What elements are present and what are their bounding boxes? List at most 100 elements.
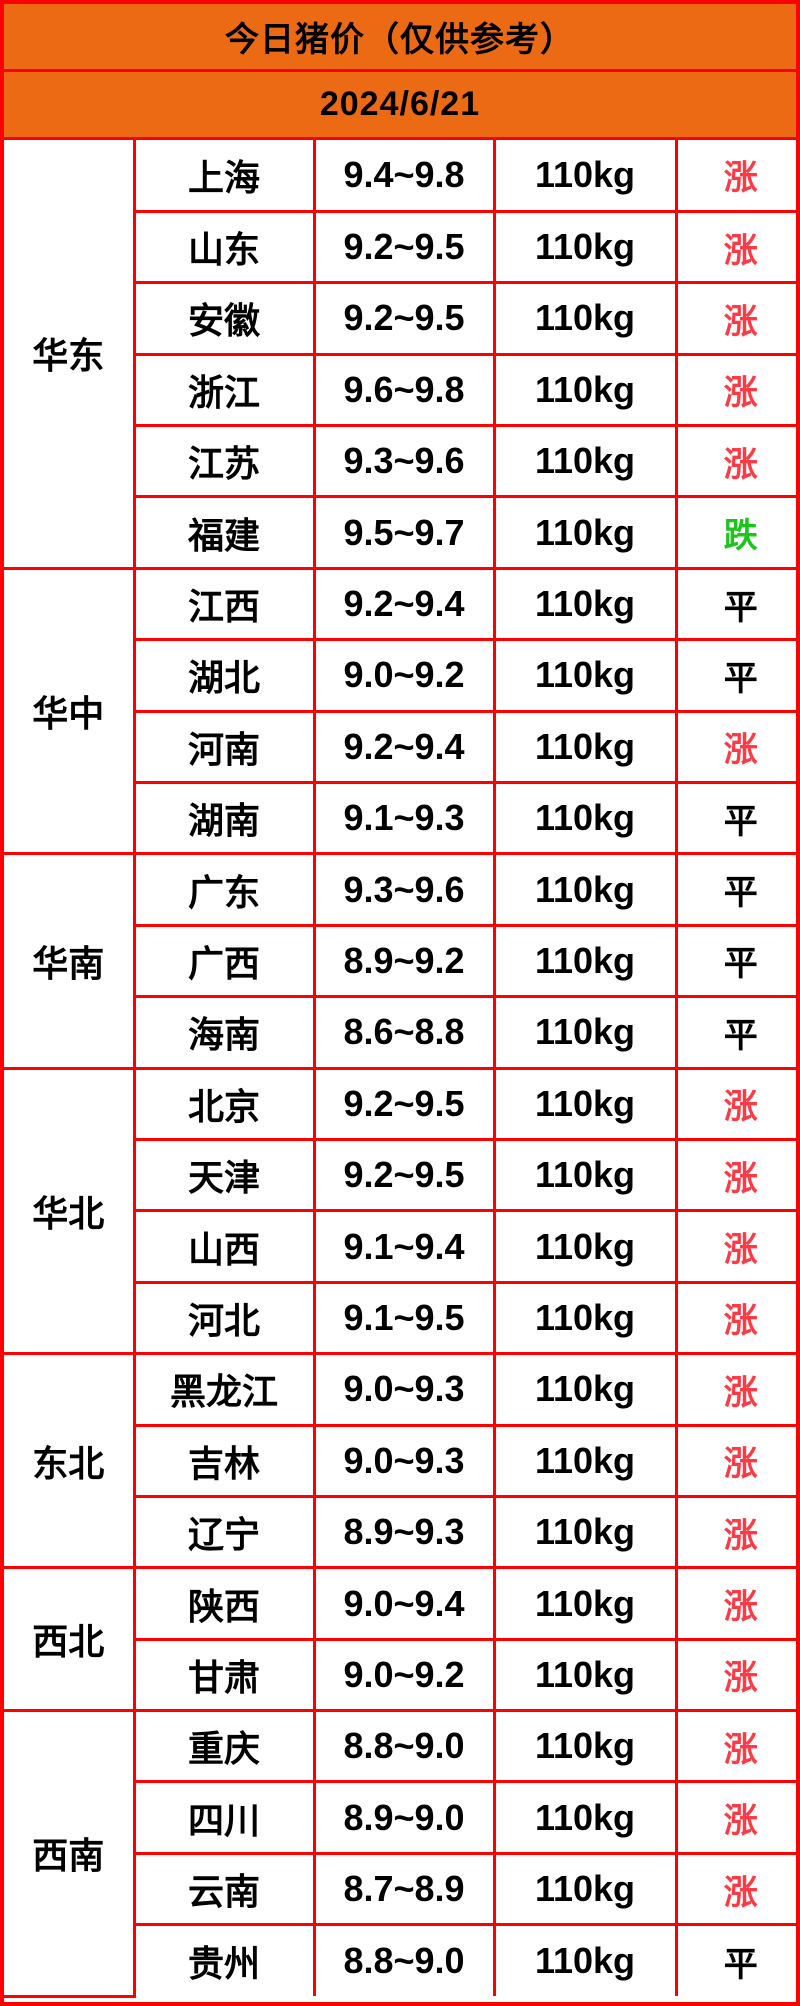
table-row: 天津 9.2~9.5 110kg 涨	[4, 1137, 796, 1213]
province-cell: 天津	[132, 1137, 316, 1213]
price-cell: 9.4~9.8	[312, 140, 496, 213]
price-cell: 9.2~9.5	[312, 281, 496, 356]
trend-cell: 涨	[674, 424, 796, 499]
weight-cell: 110kg	[492, 209, 678, 285]
page-title: 今日猪价（仅供参考）	[225, 21, 575, 59]
price-cell: 9.1~9.4	[312, 1209, 496, 1284]
province-cell: 广东	[132, 852, 316, 927]
price-cell: 9.2~9.5	[312, 1137, 496, 1213]
table-row: 山西 9.1~9.4 110kg 涨	[4, 1209, 796, 1284]
province-cell: 上海	[132, 140, 316, 213]
price-cell: 8.9~9.0	[312, 1780, 496, 1855]
trend-cell: 涨	[674, 140, 796, 213]
weight-cell: 110kg	[492, 781, 678, 856]
table-row: 贵州 8.8~9.0 110kg 平	[4, 1923, 796, 1997]
table-row: 西南 重庆 8.8~9.0 110kg 涨	[4, 1709, 796, 1998]
price-cell: 9.1~9.3	[312, 781, 496, 856]
province-cell: 辽宁	[132, 1494, 316, 1570]
province-cell: 甘肃	[132, 1637, 316, 1713]
province-cell: 河南	[132, 709, 316, 785]
table-row: 安徽 9.2~9.5 110kg 涨	[4, 281, 796, 356]
table-row: 河北 9.1~9.5 110kg 涨	[4, 1280, 796, 1356]
province-cell: 山东	[132, 209, 316, 285]
price-cell: 9.1~9.5	[312, 1280, 496, 1356]
trend-cell: 平	[674, 995, 796, 1070]
table-row: 辽宁 8.9~9.3 110kg 涨	[4, 1494, 796, 1570]
weight-cell: 110kg	[492, 1066, 678, 1141]
province-cell: 江苏	[132, 424, 316, 499]
trend-cell: 平	[674, 781, 796, 856]
date-bar: 2024/6/21	[4, 72, 796, 140]
province-cell: 湖南	[132, 781, 316, 856]
table-row: 云南 8.7~8.9 110kg 涨	[4, 1851, 796, 1927]
price-cell: 9.3~9.6	[312, 424, 496, 499]
price-cell: 9.0~9.4	[312, 1566, 496, 1641]
table-row: 华北 北京 9.2~9.5 110kg 涨	[4, 1066, 796, 1356]
weight-cell: 110kg	[492, 1851, 678, 1927]
price-cell: 9.3~9.6	[312, 852, 496, 927]
table-row: 华南 广东 9.3~9.6 110kg 平	[4, 852, 796, 1070]
province-cell: 黑龙江	[132, 1352, 316, 1427]
trend-cell: 涨	[674, 1494, 796, 1570]
weight-cell: 110kg	[492, 140, 678, 213]
date-label: 2024/6/21	[319, 85, 481, 123]
price-cell: 8.9~9.3	[312, 1494, 496, 1570]
weight-cell: 110kg	[492, 495, 678, 570]
table-row: 福建 9.5~9.7 110kg 跌	[4, 495, 796, 570]
weight-cell: 110kg	[492, 1923, 678, 1997]
region-cell: 西北	[4, 1566, 136, 1713]
region-cell: 华南	[4, 852, 136, 1070]
trend-cell: 涨	[674, 1137, 796, 1213]
province-cell: 陕西	[132, 1566, 316, 1641]
trend-cell: 涨	[674, 209, 796, 285]
trend-cell: 涨	[674, 1352, 796, 1427]
region-cell: 华北	[4, 1066, 136, 1356]
table-row: 河南 9.2~9.4 110kg 涨	[4, 709, 796, 785]
price-cell: 8.7~8.9	[312, 1851, 496, 1927]
province-cell: 浙江	[132, 352, 316, 428]
weight-cell: 110kg	[492, 352, 678, 428]
table-row: 浙江 9.6~9.8 110kg 涨	[4, 352, 796, 428]
province-cell: 山西	[132, 1209, 316, 1284]
weight-cell: 110kg	[492, 638, 678, 713]
price-table-body: 华东 上海 9.4~9.8 110kg 涨山东 9.2~9.5 110kg 涨安徽 9.2~9.…	[4, 140, 796, 1998]
price-cell: 9.5~9.7	[312, 495, 496, 570]
pig-price-table: 华东 上海 9.4~9.8 110kg 涨山东 9.2~9.5 110kg 涨安徽 9.2~9.…	[4, 140, 796, 1998]
price-cell: 9.2~9.5	[312, 1066, 496, 1141]
price-cell: 9.0~9.2	[312, 638, 496, 713]
province-cell: 湖北	[132, 638, 316, 713]
trend-cell: 平	[674, 566, 796, 642]
trend-cell: 涨	[674, 1851, 796, 1927]
province-cell: 海南	[132, 995, 316, 1070]
title-bar: 今日猪价（仅供参考）	[4, 4, 796, 72]
trend-cell: 平	[674, 923, 796, 999]
trend-cell: 涨	[674, 709, 796, 785]
price-cell: 8.6~8.8	[312, 995, 496, 1070]
province-cell: 北京	[132, 1066, 316, 1141]
province-cell: 安徽	[132, 281, 316, 356]
province-cell: 云南	[132, 1851, 316, 1927]
table-row: 甘肃 9.0~9.2 110kg 涨	[4, 1637, 796, 1713]
table-row: 湖北 9.0~9.2 110kg 平	[4, 638, 796, 713]
price-cell: 8.8~9.0	[312, 1709, 496, 1784]
price-cell: 9.0~9.3	[312, 1352, 496, 1427]
trend-cell: 平	[674, 852, 796, 927]
price-cell: 9.2~9.5	[312, 209, 496, 285]
province-cell: 江西	[132, 566, 316, 642]
price-cell: 9.2~9.4	[312, 566, 496, 642]
trend-cell: 涨	[674, 1709, 796, 1784]
table-row: 西北 陕西 9.0~9.4 110kg 涨	[4, 1566, 796, 1713]
weight-cell: 110kg	[492, 1209, 678, 1284]
weight-cell: 110kg	[492, 1780, 678, 1855]
weight-cell: 110kg	[492, 1709, 678, 1784]
price-cell: 9.0~9.2	[312, 1637, 496, 1713]
region-cell: 华东	[4, 140, 136, 570]
trend-cell: 平	[674, 1923, 796, 1997]
region-cell: 西南	[4, 1709, 136, 1998]
price-cell: 9.0~9.3	[312, 1423, 496, 1498]
price-cell: 8.9~9.2	[312, 923, 496, 999]
weight-cell: 110kg	[492, 1137, 678, 1213]
weight-cell: 110kg	[492, 1637, 678, 1713]
trend-cell: 涨	[674, 1566, 796, 1641]
